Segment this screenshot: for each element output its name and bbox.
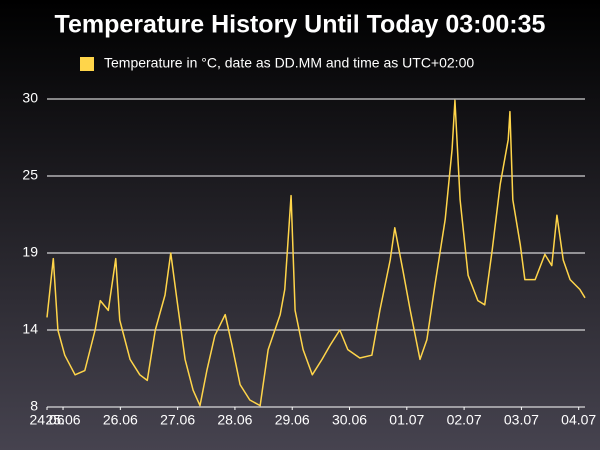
y-tick-label: 19 (22, 244, 38, 260)
y-tick-label: 25 (22, 167, 38, 183)
x-tick-label: 26.06 (103, 412, 138, 428)
x-tick-label: 24.06 (29, 412, 64, 428)
x-tick-label: 03.07 (504, 412, 539, 428)
x-tick-label: 29.06 (275, 412, 310, 428)
legend-swatch (80, 57, 94, 71)
x-tick-label: 27.06 (160, 412, 195, 428)
y-tick-label: 8 (30, 398, 38, 414)
x-tick-label: 04.07 (561, 412, 596, 428)
x-tick-label: 01.07 (389, 412, 424, 428)
chart-title: Temperature History Until Today 03:00:35 (55, 11, 546, 39)
x-tick-label: 30.06 (332, 412, 367, 428)
x-tick-label: 25.06 (46, 412, 81, 428)
y-tick-label: 14 (22, 321, 38, 337)
x-tick-label: 02.07 (447, 412, 482, 428)
legend-label: Temperature in °C, date as DD.MM and tim… (104, 55, 474, 71)
temperature-line (46, 99, 586, 407)
y-tick-label: 30 (22, 90, 38, 106)
x-tick-label: 28.06 (217, 412, 252, 428)
